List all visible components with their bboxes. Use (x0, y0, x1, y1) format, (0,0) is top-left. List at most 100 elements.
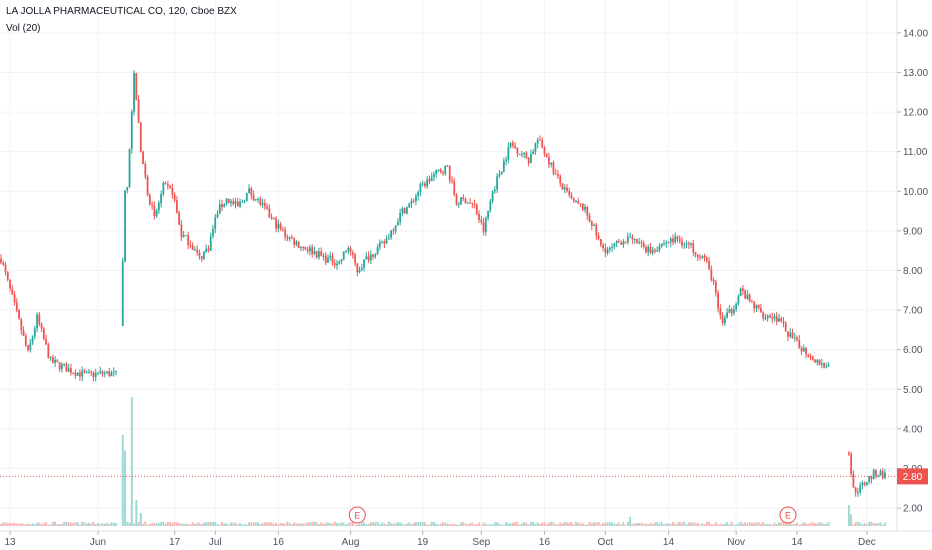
volume-bar (33, 523, 36, 526)
symbol-title[interactable]: LA JOLLA PHARMACEUTICAL CO, 120, Cboe BZ… (6, 6, 237, 17)
candle-body (852, 473, 855, 488)
candle-body (200, 256, 203, 260)
candle-body (692, 243, 695, 253)
candle-body (18, 310, 20, 320)
volume-bar (13, 522, 16, 526)
volume-bar (205, 521, 208, 526)
candle-body (726, 312, 729, 318)
volume-bar (498, 523, 501, 526)
volume-bar (203, 522, 205, 526)
candle-body (38, 314, 41, 325)
candle-body (270, 217, 273, 219)
candle-body (333, 263, 336, 266)
volume-bar (194, 523, 196, 526)
earnings-marker[interactable]: E (348, 506, 366, 524)
volume-bar (331, 523, 334, 526)
candle-body (148, 194, 151, 205)
volume-bar (160, 522, 163, 526)
volume-bar (142, 523, 144, 526)
candle-body (489, 201, 492, 211)
volume-bar (36, 522, 38, 526)
candle-body (103, 372, 106, 374)
candle-body (390, 230, 393, 238)
volume-bar (789, 522, 792, 526)
volume-bar (369, 522, 372, 526)
volume-bar (818, 522, 821, 526)
volume-bar (577, 522, 580, 526)
candle-body (383, 241, 386, 244)
volume-bar (385, 524, 388, 526)
candle-body (764, 318, 767, 320)
time-axis[interactable]: 13 Jun 17 Jul 16 Aug 19 Sep 16 Oct 14 Nov 14 Dec (0, 530, 932, 548)
volume-indicator-label[interactable]: Vol (20) (6, 23, 40, 34)
candle-body (65, 364, 68, 372)
candle-body (577, 201, 580, 204)
candle-body (505, 159, 508, 161)
volume-bar (58, 523, 61, 526)
volume-bar (381, 522, 383, 526)
candle-body (180, 224, 183, 238)
volume-bar (198, 522, 201, 526)
candle-body (570, 195, 573, 199)
candle-body (0, 258, 2, 263)
volume-bar (403, 524, 406, 526)
volume-bar (83, 522, 86, 526)
candle-body (381, 241, 383, 243)
candle-body (203, 251, 205, 260)
candle-body (663, 243, 665, 245)
volume-bar (178, 522, 181, 526)
volume-bar (696, 523, 699, 526)
candle-body (320, 251, 323, 256)
price-tick-label: 5.00 (903, 385, 923, 396)
volume-bar (518, 524, 521, 526)
candle-body (309, 247, 311, 252)
volume-bar (137, 521, 140, 526)
candle-body (182, 235, 185, 238)
volume-bar (480, 524, 483, 526)
candle-body (209, 236, 212, 251)
volume-bar (820, 522, 823, 526)
candle-body (626, 236, 629, 243)
volume-bar (760, 523, 762, 526)
candle-body (223, 204, 226, 208)
volume-bar (475, 524, 478, 526)
volume-bar (866, 524, 868, 526)
volume-bar (859, 522, 862, 526)
candle-body (511, 142, 514, 146)
price-tick-label: 7.00 (903, 306, 923, 317)
volume-bar (358, 523, 361, 526)
volume-bar (51, 521, 54, 526)
candle-body (500, 171, 503, 175)
volume-bar (710, 524, 713, 526)
price-tick-label: 10.00 (903, 187, 928, 198)
candle-body (121, 261, 124, 326)
candle-body (658, 246, 661, 251)
volume-bar (857, 521, 859, 526)
candle-body (629, 236, 632, 238)
candle-body (784, 323, 787, 332)
volume-bar (649, 522, 652, 526)
price-axis[interactable]: 14.00 13.00 12.00 11.00 10.00 9.00 8.00 7.00 6.0… (896, 0, 928, 531)
volume-bar (259, 523, 262, 526)
volume-bar (218, 524, 221, 526)
volume-bar (42, 523, 45, 526)
time-tick-label: 14 (791, 537, 803, 548)
candle-body (196, 249, 199, 253)
volume-bar (581, 523, 584, 526)
candle-body (166, 184, 169, 186)
volume-bar (530, 521, 532, 526)
volume-bar (509, 523, 512, 526)
volume-bar (245, 524, 248, 526)
volume-series (0, 397, 886, 526)
candle-body (27, 345, 29, 351)
candle-body (647, 246, 650, 253)
candle-body (4, 264, 7, 273)
candle-body (243, 201, 246, 203)
candle-body (884, 472, 886, 479)
earnings-marker[interactable]: E (779, 506, 797, 524)
price-tick-label: 2.00 (903, 504, 923, 515)
candle-body (491, 191, 494, 202)
volume-bar (360, 522, 363, 526)
volume-spike (135, 500, 138, 526)
